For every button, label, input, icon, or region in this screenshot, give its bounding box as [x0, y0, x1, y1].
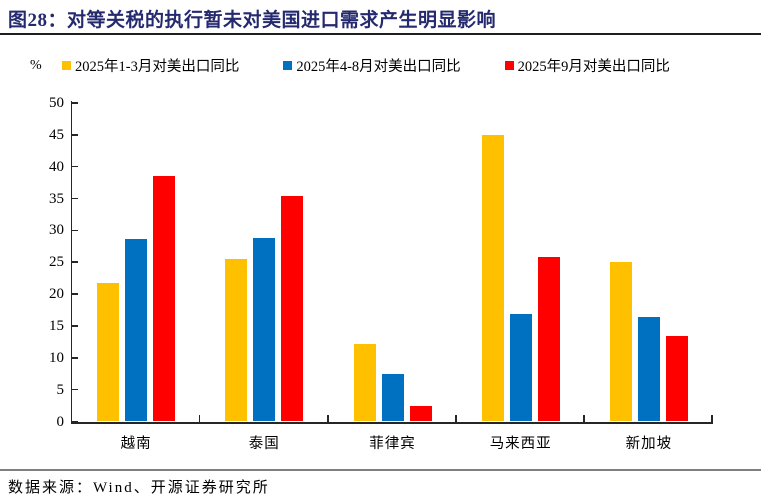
y-axis-tick	[72, 357, 78, 359]
legend-item: 2025年1-3月对美出口同比	[62, 55, 239, 76]
x-axis-category-label: 菲律宾	[369, 436, 416, 452]
bar-马来西亚-series0	[481, 134, 504, 422]
bar-越南-series0	[97, 282, 120, 422]
x-axis-tick	[198, 414, 201, 423]
x-axis-tick	[455, 414, 457, 423]
y-axis-tick	[72, 197, 78, 200]
footer-divider	[0, 469, 761, 471]
x-axis-tick	[583, 414, 585, 423]
legend-item: 2025年4-8月对美出口同比	[283, 55, 461, 76]
x-axis-category-label: 马来西亚	[489, 436, 552, 452]
legend-swatch	[62, 61, 71, 70]
y-axis-tick	[72, 261, 78, 264]
bar-新加坡-series1	[637, 317, 660, 422]
y-axis-tick	[72, 102, 78, 104]
x-axis-line	[70, 421, 713, 424]
bar-菲律宾-series0	[353, 343, 376, 422]
y-axis-tick-label: 50	[49, 95, 64, 111]
x-axis-tick	[711, 414, 714, 423]
bar-泰国-series0	[225, 259, 248, 422]
bar-菲律宾-series1	[381, 374, 404, 422]
bar-马来西亚-series1	[509, 314, 532, 422]
x-axis-category-label: 新加坡	[625, 436, 673, 452]
figure-title: 图28：对等关税的执行暂未对美国进口需求产生明显影响	[8, 10, 497, 31]
y-axis-line	[70, 101, 73, 424]
legend-label: 2025年1-3月对美出口同比	[75, 59, 240, 75]
legend-label: 2025年9月对美出口同比	[517, 59, 670, 75]
y-axis-tick-label: 35	[49, 190, 64, 207]
legend-label: 2025年4-8月对美出口同比	[296, 59, 461, 75]
y-axis-tick	[72, 420, 78, 423]
y-axis-tick-label: 25	[49, 254, 64, 271]
y-axis-tick-label: 10	[49, 349, 64, 366]
y-axis-tick	[72, 293, 78, 295]
x-axis-category-label: 越南	[120, 436, 152, 452]
bar-泰国-series1	[253, 238, 276, 422]
bar-新加坡-series2	[665, 336, 688, 422]
legend-item: 2025年9月对美出口同比	[504, 55, 670, 76]
y-axis-tick	[72, 165, 78, 168]
bar-越南-series2	[153, 175, 176, 422]
y-axis-tick-label: 15	[49, 317, 64, 334]
legend-swatch	[504, 61, 514, 70]
y-axis-tick	[72, 134, 78, 136]
y-axis-tick-label: 5	[56, 381, 65, 398]
bar-泰国-series2	[281, 196, 304, 422]
y-axis-tick-label: 20	[49, 286, 64, 303]
legend-swatch	[283, 61, 293, 70]
y-axis-tick	[72, 325, 78, 327]
y-axis-tick	[72, 388, 78, 391]
y-axis-tick	[72, 229, 78, 232]
x-axis-category-label: 泰国	[248, 436, 280, 452]
data-source: 数据来源：Wind、开源证券研究所	[8, 480, 270, 496]
y-axis-tick-label: 30	[49, 222, 64, 239]
bar-新加坡-series0	[609, 261, 632, 422]
y-axis-tick-label: 40	[49, 158, 64, 175]
title-divider	[0, 33, 761, 35]
legend: 2025年1-3月对美出口同比 2025年4-8月对美出口同比 2025年9月对美出…	[62, 55, 670, 76]
bar-越南-series1	[125, 238, 148, 422]
y-axis-tick-label: 45	[49, 126, 64, 143]
y-axis-tick-label: 0	[56, 413, 65, 430]
bar-菲律宾-series2	[409, 405, 432, 422]
bar-马来西亚-series2	[537, 257, 560, 422]
y-axis-unit-label: %	[30, 58, 42, 73]
x-axis-tick	[326, 414, 329, 423]
